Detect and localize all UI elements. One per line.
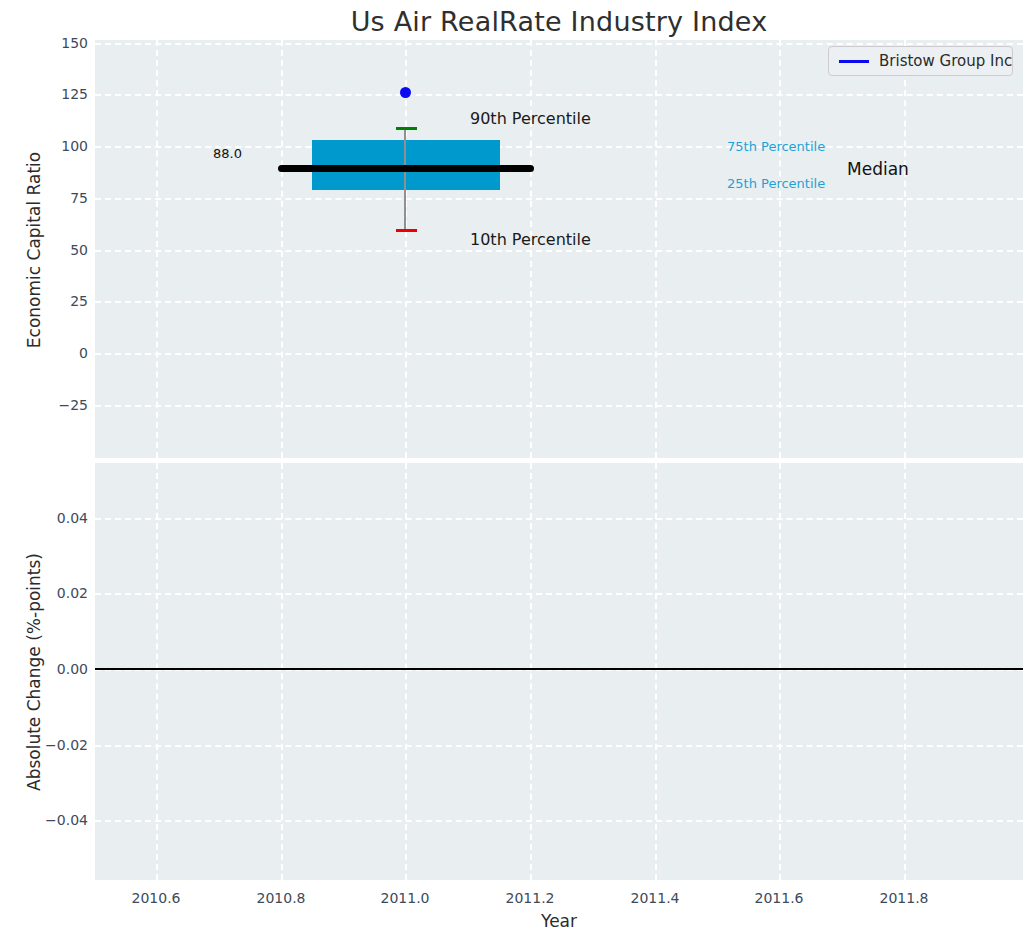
gridline bbox=[95, 593, 1023, 595]
gridline bbox=[779, 463, 781, 880]
gridline bbox=[95, 198, 1023, 200]
gridline bbox=[530, 463, 532, 880]
gridline bbox=[405, 40, 407, 458]
gridline bbox=[530, 40, 532, 458]
gridline bbox=[904, 463, 906, 880]
chart-title: Us Air RealRate Industry Index bbox=[95, 6, 1023, 37]
figure: Us Air RealRate Industry Index 88.0 90th… bbox=[0, 0, 1034, 942]
ytick-label: 0.04 bbox=[28, 510, 88, 526]
xtick-label: 2011.2 bbox=[490, 890, 570, 906]
gridline bbox=[95, 250, 1023, 252]
gridline bbox=[281, 40, 283, 458]
xtick-label: 2011.6 bbox=[739, 890, 819, 906]
gridline bbox=[655, 463, 657, 880]
legend: Bristow Group Inc bbox=[828, 46, 1013, 76]
median-line bbox=[278, 165, 534, 172]
gridline bbox=[655, 40, 657, 458]
company-data-point bbox=[400, 87, 411, 98]
gridline bbox=[95, 301, 1023, 303]
x-axis-label: Year bbox=[95, 911, 1023, 931]
gridline bbox=[904, 40, 906, 458]
gridline bbox=[156, 463, 158, 880]
gridline bbox=[95, 405, 1023, 407]
p10-annotation: 10th Percentile bbox=[470, 230, 591, 249]
ytick-label: 150 bbox=[28, 35, 88, 51]
gridline bbox=[95, 94, 1023, 96]
p90-cap bbox=[396, 127, 417, 130]
legend-line-swatch bbox=[839, 60, 869, 63]
gridline bbox=[281, 463, 283, 880]
gridline bbox=[779, 40, 781, 458]
xtick-label: 2011.8 bbox=[864, 890, 944, 906]
median-annotation: Median bbox=[847, 159, 909, 179]
bottom-y-axis-label: Absolute Change (%-points) bbox=[24, 532, 44, 812]
ytick-label: −0.04 bbox=[28, 812, 88, 828]
bottom-plot-area bbox=[95, 463, 1023, 880]
xtick-label: 2011.0 bbox=[365, 890, 445, 906]
median-value-label: 88.0 bbox=[213, 146, 242, 161]
p75-annotation: 75th Percentile bbox=[727, 139, 825, 154]
gridline bbox=[156, 40, 158, 458]
legend-label: Bristow Group Inc bbox=[879, 52, 1012, 70]
p10-cap bbox=[396, 229, 417, 232]
ytick-label: 125 bbox=[28, 86, 88, 102]
xtick-label: 2011.4 bbox=[615, 890, 695, 906]
p25-annotation: 25th Percentile bbox=[727, 176, 825, 191]
gridline bbox=[95, 43, 1023, 45]
xtick-label: 2010.8 bbox=[241, 890, 321, 906]
ytick-label: −25 bbox=[28, 397, 88, 413]
zero-reference-line bbox=[95, 668, 1023, 670]
p90-annotation: 90th Percentile bbox=[470, 109, 591, 128]
gridline bbox=[95, 353, 1023, 355]
whisker-line bbox=[404, 129, 406, 232]
gridline bbox=[95, 518, 1023, 520]
gridline bbox=[95, 820, 1023, 822]
gridline bbox=[95, 745, 1023, 747]
top-y-axis-label: Economic Capital Ratio bbox=[24, 140, 44, 360]
xtick-label: 2010.6 bbox=[116, 890, 196, 906]
top-plot-area: 88.0 90th Percentile 10th Percentile 75t… bbox=[95, 40, 1023, 458]
gridline bbox=[405, 463, 407, 880]
